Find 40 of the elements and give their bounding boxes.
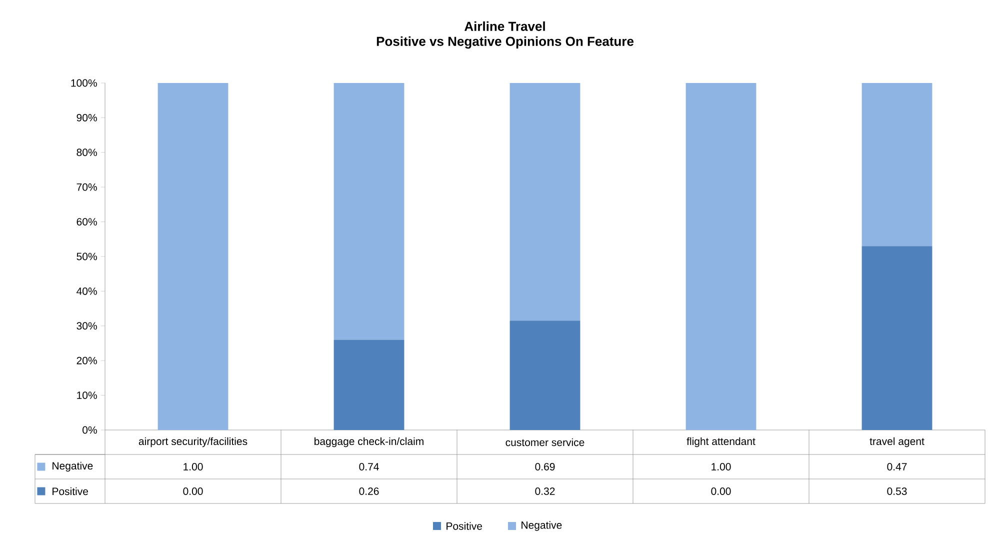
bar — [510, 320, 580, 430]
x-tick-label: baggage check-in/claim — [314, 437, 424, 448]
y-tick-label: 70% — [76, 183, 97, 191]
data-label: 0.47 — [887, 463, 907, 470]
x-tick-label: flight attendant — [686, 437, 756, 448]
data-label: 0.69 — [535, 463, 555, 470]
bar — [862, 82, 932, 246]
legend-label: Positive — [446, 522, 482, 530]
bar — [510, 82, 580, 321]
x-tick-label: customer service — [506, 438, 584, 446]
y-tick-label: 0% — [82, 426, 97, 434]
x-tick-label: airport security/facilities — [138, 437, 248, 448]
chart-subtitle: Positive vs Negative Opinions On Feature — [376, 36, 634, 49]
data-label: 0.74 — [359, 463, 379, 470]
y-tick-label: 100% — [71, 79, 97, 87]
data-label: 0.00 — [711, 488, 731, 495]
y-tick-label: 50% — [76, 252, 97, 260]
chart-title: Airline Travel — [464, 21, 545, 31]
data-label: 1.00 — [184, 463, 203, 470]
x-tick-label: travel agent — [870, 437, 924, 448]
bar — [686, 82, 756, 430]
y-tick-label: 40% — [76, 287, 97, 295]
y-tick-label: 60% — [76, 218, 97, 226]
data-label: 0.26 — [359, 488, 379, 495]
bar — [158, 82, 228, 430]
y-tick-label: 30% — [76, 322, 97, 330]
data-label: 0.53 — [887, 488, 907, 495]
y-tick-label: 10% — [77, 392, 97, 400]
text: Negative — [522, 521, 562, 531]
data-label: 0.00 — [183, 488, 203, 495]
text: Positive — [52, 487, 88, 496]
data-label: 0.32 — [535, 488, 555, 495]
y-tick-label: 80% — [76, 148, 97, 156]
y-tick-label: 90% — [76, 114, 97, 122]
y-tick-label: 20% — [76, 356, 97, 364]
legend-label: Negative — [52, 462, 93, 472]
bar — [334, 82, 404, 340]
data-label: 1.00 — [712, 463, 731, 470]
bar — [334, 340, 404, 430]
bar — [862, 246, 932, 430]
